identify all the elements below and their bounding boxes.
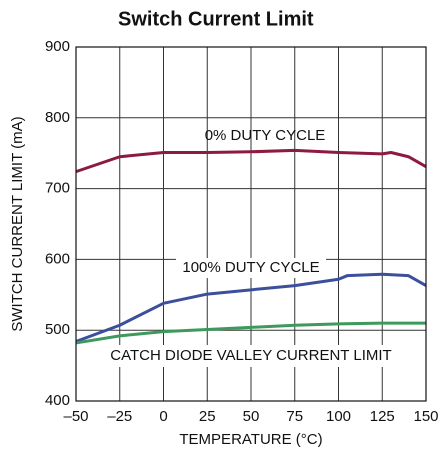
label-bg [176, 258, 326, 278]
series-line [75, 148, 427, 174]
y-tick-label: 800 [45, 109, 70, 126]
annotation: 0% DUTY CYCLE [205, 127, 326, 144]
series-line [75, 272, 427, 343]
y-tick-label: 600 [45, 250, 70, 267]
y-tick-label: 700 [45, 180, 70, 197]
plot-frame [75, 46, 427, 402]
x-tick-label: –25 [107, 408, 132, 425]
x-tick-label: 25 [199, 408, 216, 425]
y-tick-label: 500 [45, 321, 70, 338]
grid [75, 46, 427, 402]
y-axis-label: SWITCH CURRENT LIMIT (mA) [9, 116, 26, 331]
series-line [75, 321, 426, 345]
x-axis-label: TEMPERATURE (°C) [179, 431, 322, 448]
x-tick-label: 150 [413, 408, 438, 425]
annotation: CATCH DIODE VALLEY CURRENT LIMIT [110, 347, 391, 364]
x-tick-label: 50 [243, 408, 260, 425]
lines [75, 148, 427, 345]
y-tick-label: 900 [45, 38, 70, 55]
x-tick-label: 125 [370, 408, 395, 425]
annotation: 100% DUTY CYCLE [182, 259, 319, 276]
chart-title: Switch Current Limit [118, 8, 314, 30]
x-tick-label: 100 [326, 408, 351, 425]
x-tick-label: –50 [63, 408, 88, 425]
label-bg [98, 345, 403, 367]
y-tick-label: 400 [45, 392, 70, 409]
x-tick-label: 0 [159, 408, 167, 425]
x-tick-label: 75 [286, 408, 303, 425]
